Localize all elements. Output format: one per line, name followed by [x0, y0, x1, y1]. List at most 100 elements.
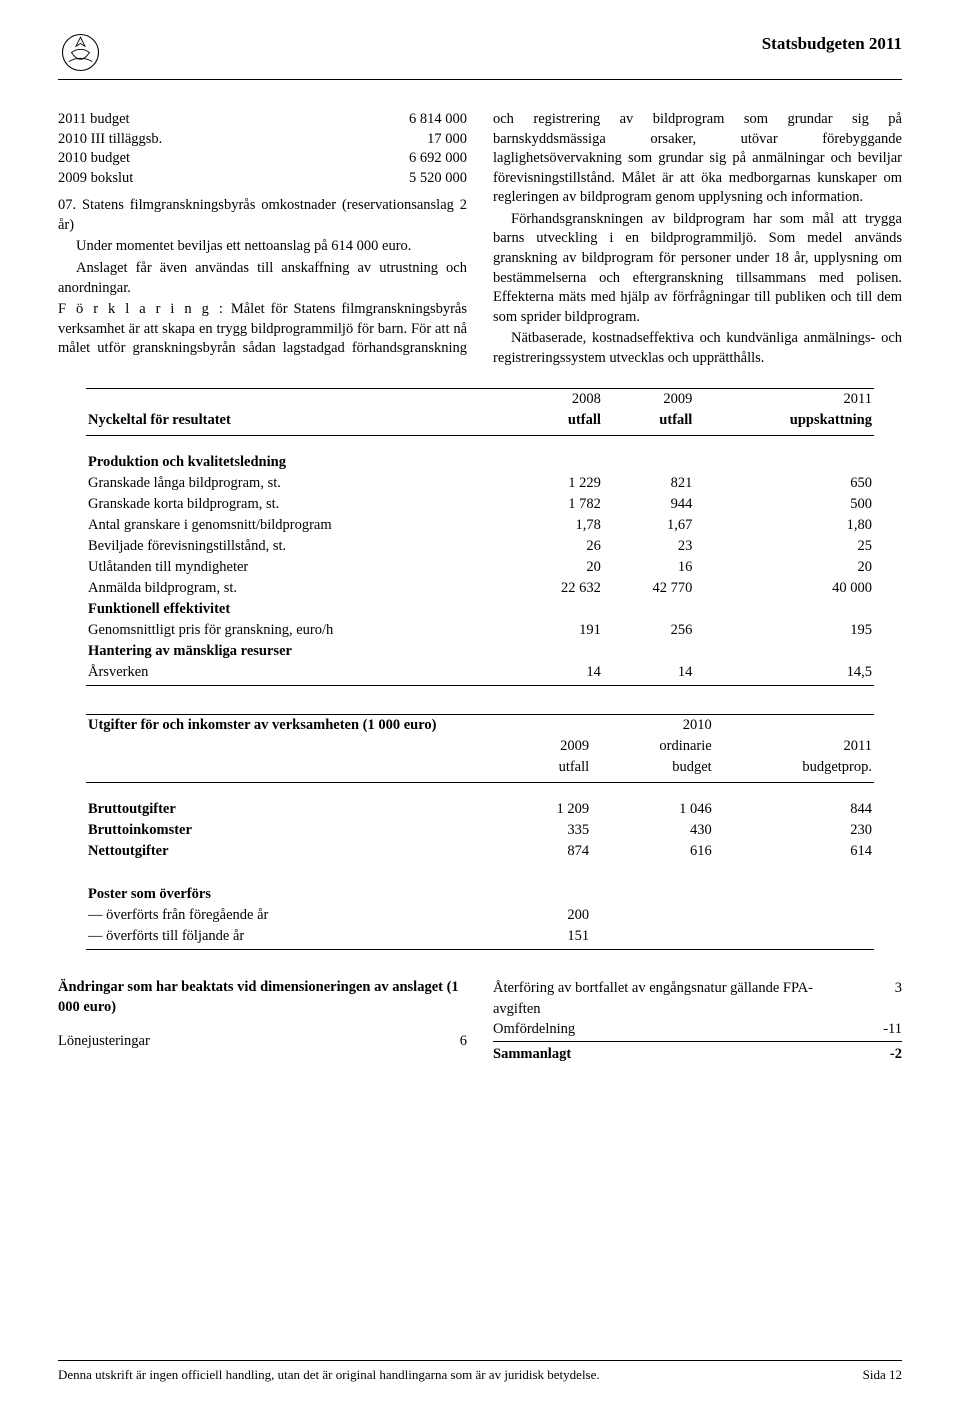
- col-budgetprop: budgetprop.: [714, 757, 874, 783]
- row-value: 200: [512, 905, 592, 926]
- row-value: 14: [512, 662, 603, 683]
- row-value: 230: [714, 820, 874, 841]
- row-label: — överförts från föregående år: [86, 905, 512, 926]
- header-title: Statsbudgeten 2011: [762, 30, 902, 54]
- change-label: Återföring av bortfallet av engångsnatur…: [493, 978, 828, 1019]
- table-row: Anmälda bildprogram, st.22 63242 77040 0…: [86, 578, 874, 599]
- row-value: 1,78: [512, 515, 603, 536]
- row-value: 616: [591, 841, 714, 862]
- row-value: 944: [603, 494, 694, 515]
- col-2011: 2011: [694, 389, 874, 411]
- change-value: 3: [895, 978, 902, 1019]
- budget-label: 2010 III tilläggsb.: [58, 130, 321, 150]
- group-title: Hantering av mänskliga resurser: [86, 641, 512, 662]
- row-label: — överförts till följande år: [86, 926, 512, 947]
- nyckeltal-table: 2008 2009 2011 Nyckeltal för resultatet …: [86, 388, 874, 686]
- table1-caption: Nyckeltal för resultatet: [86, 410, 512, 436]
- explanation-label: F ö r k l a r i n g :: [58, 301, 225, 317]
- col-ordinarie: ordinarie: [591, 736, 714, 757]
- row-label: Anmälda bildprogram, st.: [86, 578, 512, 599]
- body-text-columns: 2011 budget6 814 000 2010 III tilläggsb.…: [58, 110, 902, 368]
- budget-row: 2010 budget6 692 000: [58, 149, 467, 169]
- utgifter-table: Utgifter för och inkomster av verksamhet…: [86, 714, 874, 950]
- col-2009b: 2009: [512, 736, 592, 757]
- row-value: 1,67: [603, 515, 694, 536]
- p3: Förhandsgranskningen av bildprogram har …: [493, 210, 902, 327]
- row-label: Granskade långa bildprogram, st.: [86, 473, 512, 494]
- budget-row: 2010 III tilläggsb.17 000: [58, 130, 467, 150]
- row-value: 14,5: [694, 662, 874, 683]
- row-value: [591, 926, 714, 947]
- change-sum-row: Sammanlagt -2: [493, 1041, 902, 1064]
- row-label: Nettoutgifter: [86, 841, 512, 862]
- group-title: Produktion och kvalitetsledning: [86, 452, 512, 473]
- table-row: Beviljade förevisningstillstånd, st.2623…: [86, 536, 874, 557]
- budget-value: 6 814 000: [321, 110, 467, 130]
- row-label: Granskade korta bildprogram, st.: [86, 494, 512, 515]
- budget-label: 2011 budget: [58, 110, 321, 130]
- row-value: 14: [603, 662, 694, 683]
- row-label: Genomsnittligt pris för granskning, euro…: [86, 620, 512, 641]
- change-label: Omfördelning: [493, 1019, 575, 1039]
- table-row: — överförts från föregående år200: [86, 905, 874, 926]
- p1: Under momentet beviljas ett nettoanslag …: [58, 237, 467, 257]
- row-value: 1,80: [694, 515, 874, 536]
- row-label: Bruttoutgifter: [86, 799, 512, 820]
- row-label: Bruttoinkomster: [86, 820, 512, 841]
- row-value: 20: [694, 557, 874, 578]
- row-value: 42 770: [603, 578, 694, 599]
- budget-value: 17 000: [321, 130, 467, 150]
- budget-lines-table: 2011 budget6 814 000 2010 III tilläggsb.…: [58, 110, 467, 188]
- budget-value: 5 520 000: [321, 169, 467, 189]
- col-2008: 2008: [512, 389, 603, 411]
- table-row: Antal granskare i genomsnitt/bildprogram…: [86, 515, 874, 536]
- budget-label: 2010 budget: [58, 149, 321, 169]
- table-row: Nettoutgifter874616614: [86, 841, 874, 862]
- page-footer: Denna utskrift är ingen officiell handli…: [58, 1360, 902, 1383]
- row-label: Årsverken: [86, 662, 512, 683]
- row-value: 25: [694, 536, 874, 557]
- change-value: -11: [883, 1019, 902, 1039]
- row-value: 40 000: [694, 578, 874, 599]
- table-row: Granskade långa bildprogram, st.1 229821…: [86, 473, 874, 494]
- section-07-heading: 07. Statens filmgranskningsbyrås omkostn…: [58, 196, 467, 235]
- changes-block: Ändringar som har beaktats vid dimension…: [58, 978, 902, 1064]
- row-value: 844: [714, 799, 874, 820]
- change-row: Omfördelning -11: [493, 1019, 902, 1039]
- budget-label: 2009 bokslut: [58, 169, 321, 189]
- row-value: [714, 905, 874, 926]
- row-value: 22 632: [512, 578, 603, 599]
- col-budget: budget: [591, 757, 714, 783]
- change-value: 6: [460, 1031, 467, 1051]
- table2-caption: Utgifter för och inkomster av verksamhet…: [86, 715, 512, 737]
- budget-row: 2011 budget6 814 000: [58, 110, 467, 130]
- row-value: [714, 926, 874, 947]
- row-value: 614: [714, 841, 874, 862]
- col-2011b: 2011: [714, 736, 874, 757]
- post-group-title: Poster som överförs: [86, 884, 512, 905]
- change-sum-label: Sammanlagt: [493, 1044, 571, 1064]
- row-value: 1 209: [512, 799, 592, 820]
- table-row: Granskade korta bildprogram, st.1 782944…: [86, 494, 874, 515]
- table-row: Bruttoinkomster335430230: [86, 820, 874, 841]
- p2: Anslaget får även användas till anskaffn…: [58, 259, 467, 298]
- change-sum-value: -2: [890, 1044, 902, 1064]
- row-value: [591, 905, 714, 926]
- row-value: 1 782: [512, 494, 603, 515]
- crest-icon: [58, 30, 103, 75]
- budget-value: 6 692 000: [321, 149, 467, 169]
- row-label: Antal granskare i genomsnitt/bildprogram: [86, 515, 512, 536]
- row-value: 1 229: [512, 473, 603, 494]
- page: Statsbudgeten 2011 2011 budget6 814 000 …: [0, 0, 960, 1405]
- row-value: 874: [512, 841, 592, 862]
- row-value: 23: [603, 536, 694, 557]
- table-row: Utlåtanden till myndigheter201620: [86, 557, 874, 578]
- col-2010: 2010: [591, 715, 714, 737]
- changes-title: Ändringar som har beaktats vid dimension…: [58, 978, 467, 1017]
- change-label: Lönejusteringar: [58, 1031, 150, 1051]
- footer-disclaimer: Denna utskrift är ingen officiell handli…: [58, 1367, 600, 1383]
- tables-section: 2008 2009 2011 Nyckeltal för resultatet …: [58, 388, 902, 950]
- row-value: 821: [603, 473, 694, 494]
- row-value: 16: [603, 557, 694, 578]
- row-label: Beviljade förevisningstillstånd, st.: [86, 536, 512, 557]
